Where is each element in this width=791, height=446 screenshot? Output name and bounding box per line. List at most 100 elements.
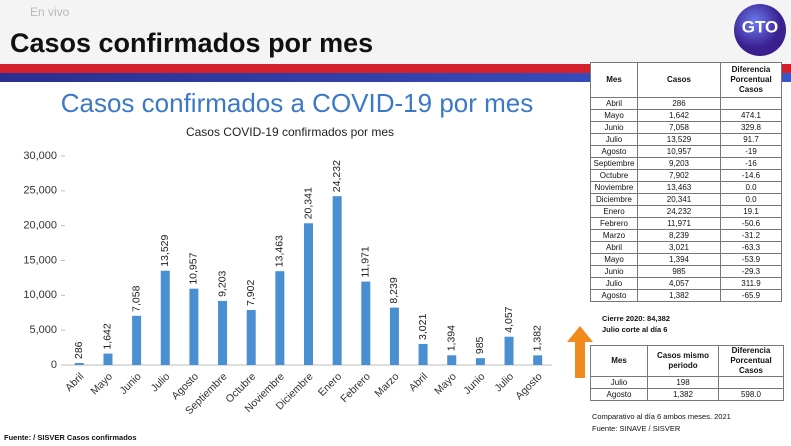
table-cell: Mayo [590, 109, 638, 122]
value-label: 1,382 [531, 325, 543, 351]
table-cell: -14.6 [720, 169, 782, 182]
table-row: Julio 4,057 311.9 [590, 277, 782, 290]
table-cell: 3,021 [637, 241, 721, 254]
value-label: 985 [474, 336, 486, 354]
bar [132, 315, 142, 365]
x-tick-label: Agosto [513, 370, 545, 402]
y-tick-label: 25,000 [23, 185, 57, 197]
table-cell: 1,394 [637, 253, 721, 266]
table-cell: Octubre [590, 169, 638, 182]
table-row: Mayo 1,642 474.1 [590, 109, 782, 122]
y-tick-label: 0 [51, 359, 57, 371]
table-cell: 329.8 [720, 121, 782, 134]
y-tick-label: 5,000 [29, 324, 57, 336]
bar [160, 270, 170, 365]
table-cell: Diciembre [590, 193, 638, 206]
table-cell: Febrero [590, 217, 638, 230]
y-tick-label: 15,000 [23, 254, 57, 266]
table-cell: Agosto [590, 145, 638, 158]
value-label: 286 [73, 341, 85, 359]
table-row: Julio 13,529 91.7 [590, 133, 782, 146]
table-cell: 1,382 [647, 388, 719, 401]
header-cell: Casos [637, 62, 721, 98]
chart-title: Casos confirmados a COVID-19 por mes [61, 88, 534, 118]
table-cell: 9,203 [637, 157, 721, 170]
table-cell: 286 [637, 97, 721, 110]
table-cell: Septiembre [590, 157, 638, 170]
table-row: Mayo 1,394 -53.9 [590, 253, 782, 266]
table-header-row: Mes Casos Diferencia Porcentual Casos [590, 62, 782, 98]
table-cell [720, 97, 782, 110]
value-label: 24,232 [331, 160, 343, 192]
table-cell: -63.3 [720, 241, 782, 254]
header-cell: Diferencia Porcentual Casos [720, 62, 782, 98]
data-table: Mes Casos Diferencia Porcentual Casos Abril… [590, 62, 782, 302]
value-label: 20,341 [302, 187, 314, 219]
x-tick-label: Julio [492, 370, 516, 394]
table-cell: Agosto [590, 388, 648, 401]
table-row: Marzo 8,239 -31.2 [590, 229, 782, 242]
table-header-row: Mes Casos mismo periodo Diferencia Porcent… [590, 345, 784, 377]
header-cell: Diferencia Porcentual Casos [718, 345, 784, 377]
table-cell: 0.0 [720, 181, 782, 194]
table-cell [718, 376, 784, 389]
table-cell: -29.3 [720, 265, 782, 278]
logo-text: GTO [742, 17, 779, 36]
table-row: Septiembre 9,203 -16 [590, 157, 782, 170]
y-tick-label: 10,000 [23, 289, 57, 301]
table-cell: Julio [590, 133, 638, 146]
table-cell: -65.9 [720, 289, 782, 302]
table-cell: 7,902 [637, 169, 721, 182]
bar [246, 309, 256, 365]
bar [389, 307, 399, 365]
table-row: Agosto 1,382 598.0 [590, 388, 784, 401]
bar [418, 343, 428, 365]
bar [533, 355, 543, 365]
logo [734, 4, 786, 56]
bar [332, 196, 342, 365]
table-row: Abril 3,021 -63.3 [590, 241, 782, 254]
header-bg [0, 0, 791, 64]
bar [504, 336, 514, 365]
footer-source: Fuente: / SISVER Casos confirmados [4, 433, 137, 442]
value-label: 7,902 [245, 280, 257, 306]
table-row: Febrero 11,971 -50.6 [590, 217, 782, 230]
table-cell: Junio [590, 265, 638, 278]
table-note: Cierre 2020: 84,382 [602, 314, 670, 323]
table-cell: 20,341 [637, 193, 721, 206]
table-cell: Abril [590, 241, 638, 254]
arrow-up [567, 326, 593, 378]
value-label: 1,394 [446, 325, 458, 351]
table-row: Enero 24,232 19.1 [590, 205, 782, 218]
table-cell: 24,232 [637, 205, 721, 218]
stripe-red [0, 64, 791, 73]
table-cell: 8,239 [637, 229, 721, 242]
table-cell: 10,957 [637, 145, 721, 158]
table-row: Junio 7,058 329.8 [590, 121, 782, 134]
table-cell: Abril [590, 97, 638, 110]
table-cell: 13,529 [637, 133, 721, 146]
header-cell: Mes [590, 62, 638, 98]
bar [447, 355, 457, 365]
table-row: Agosto 1,382 -65.9 [590, 289, 782, 302]
table-row: Junio 985 -29.3 [590, 265, 782, 278]
x-tick-label: Junio [117, 370, 143, 396]
x-tick-label: Mayo [88, 370, 115, 397]
table-note: Fuente: SINAVE / SISVER [592, 424, 681, 433]
value-label: 1,642 [102, 323, 114, 349]
table-note: Julio corte al día 6 [602, 325, 668, 334]
value-label: 13,529 [159, 234, 171, 266]
table-cell: 13,463 [637, 181, 721, 194]
value-label: 4,057 [503, 306, 515, 332]
bar [304, 223, 313, 365]
table-cell: -16 [720, 157, 782, 170]
table-cell: Marzo [590, 229, 638, 242]
table-cell: 598.0 [718, 388, 784, 401]
table-cell: Agosto [590, 289, 638, 302]
value-label: 8,239 [388, 277, 400, 303]
table-cell: -50.6 [720, 217, 782, 230]
table-cell: Julio [590, 277, 638, 290]
x-tick-label: Febrero [338, 370, 373, 405]
table-cell: 11,971 [637, 217, 721, 230]
